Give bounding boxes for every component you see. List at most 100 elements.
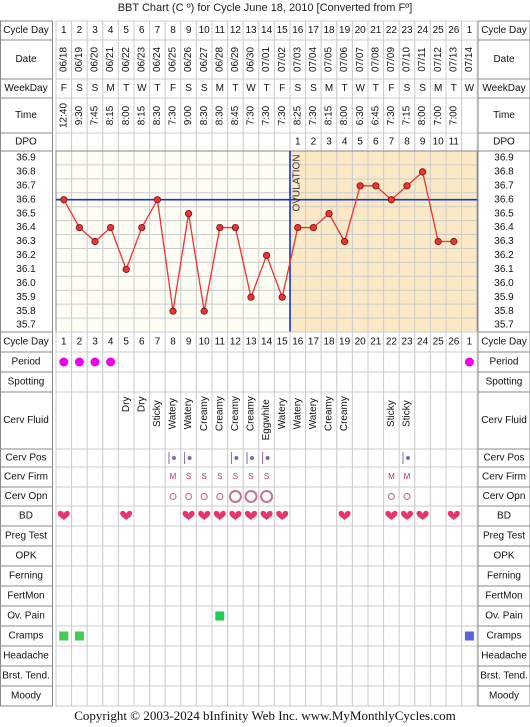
cerv-opn-cell bbox=[211, 486, 229, 507]
cerv-pos-cell bbox=[195, 448, 213, 468]
preg-test-cell bbox=[133, 525, 151, 547]
y-tick-label-left: 36.5 bbox=[16, 208, 36, 219]
cerv-opn-cell bbox=[164, 486, 182, 507]
cramps-cell bbox=[242, 625, 260, 647]
cramps-cell bbox=[164, 625, 182, 647]
cramps-cell bbox=[305, 625, 322, 647]
ov-pain-cell bbox=[102, 605, 119, 627]
brst-tend-cell bbox=[305, 665, 322, 687]
ov-pain-mark bbox=[215, 611, 225, 621]
ferning-cell bbox=[195, 565, 213, 587]
weekday-value: S bbox=[76, 83, 83, 94]
cerv-firm-cell bbox=[320, 466, 338, 488]
cerv-pos-dot bbox=[172, 456, 176, 460]
cycle-day-value: 5 bbox=[123, 25, 129, 36]
headache-cell bbox=[258, 645, 275, 667]
time-value: 7:45 bbox=[90, 105, 101, 125]
spotting-cell bbox=[242, 371, 260, 393]
cerv-fluid-label-box bbox=[0, 391, 53, 450]
cerv-firm-cell bbox=[149, 466, 166, 488]
temperature-point bbox=[107, 223, 115, 232]
date-value: 07/11 bbox=[417, 47, 428, 72]
fertmon-cell bbox=[336, 585, 353, 607]
period-dot bbox=[90, 357, 100, 367]
cerv-pos-cell bbox=[336, 448, 353, 468]
y-tick-label-right: 36.6 bbox=[494, 194, 514, 205]
cerv-firm-cell bbox=[461, 466, 478, 488]
period-cell bbox=[227, 351, 244, 373]
cerv-fluid-value: Sticky bbox=[402, 400, 413, 427]
ov-pain-cell bbox=[164, 605, 182, 627]
moody-cell bbox=[414, 685, 431, 707]
moody-cell bbox=[86, 685, 104, 707]
moody-cell bbox=[367, 685, 385, 707]
cycle-day-bottom-value: 14 bbox=[261, 337, 273, 348]
brst-tend-cell bbox=[336, 665, 353, 687]
time-value: 8:15 bbox=[105, 105, 116, 125]
moody-cell bbox=[180, 685, 197, 707]
brst-tend-cell bbox=[289, 665, 307, 687]
period-cell bbox=[195, 351, 213, 373]
brst-tend-cell bbox=[117, 665, 135, 687]
cerv-fluid-value: Watery bbox=[183, 398, 194, 429]
cerv-pos-cell bbox=[102, 448, 119, 468]
temperature-point bbox=[403, 182, 411, 190]
cerv-opn-circle bbox=[260, 490, 274, 503]
time-value: 7:30 bbox=[168, 105, 179, 125]
period-cell bbox=[351, 351, 369, 373]
fertmon-cell bbox=[149, 585, 166, 607]
cerv-fluid-label: Cerv Fluid bbox=[3, 415, 49, 426]
y-tick-label-right: 36.9 bbox=[494, 153, 514, 164]
period-cell bbox=[383, 351, 400, 373]
bd-cell bbox=[320, 505, 338, 527]
headache-cell bbox=[242, 645, 260, 667]
brst-tend-cell bbox=[351, 665, 369, 687]
y-tick-label-left: 36.3 bbox=[16, 236, 36, 247]
cerv-pos-label: Cerv Pos bbox=[5, 453, 46, 464]
preg-test-cell bbox=[445, 525, 463, 547]
cerv-fluid-value: Watery bbox=[168, 398, 179, 429]
date-value: 06/30 bbox=[246, 47, 257, 72]
y-tick-label-left: 36.4 bbox=[16, 222, 36, 233]
spotting-cell bbox=[195, 371, 213, 393]
temperature-point bbox=[262, 251, 271, 260]
cycle-day-bottom-label: Cycle Day bbox=[3, 337, 49, 348]
headache-cell bbox=[180, 645, 197, 667]
opk-label-right: OPK bbox=[493, 551, 514, 562]
temperature-point bbox=[200, 307, 208, 315]
cerv-opn-label-right: Cerv Opn bbox=[483, 491, 526, 502]
moody-cell bbox=[227, 685, 244, 707]
weekday-value: M bbox=[434, 83, 442, 94]
cerv-opn-circle bbox=[387, 492, 395, 501]
preg-test-cell bbox=[71, 525, 88, 547]
opk-cell bbox=[383, 545, 400, 567]
temperature-point bbox=[340, 237, 349, 246]
y-tick-label-left: 36.2 bbox=[16, 250, 36, 261]
dpo-cell bbox=[227, 132, 244, 152]
ov-pain-cell bbox=[55, 605, 73, 627]
weekday-value: T bbox=[264, 83, 270, 94]
dpo-cell bbox=[461, 132, 478, 152]
cycle-day-value: 20 bbox=[355, 25, 367, 36]
preg-test-cell bbox=[242, 525, 260, 547]
cerv-pos-dot bbox=[406, 456, 410, 460]
spotting-cell bbox=[149, 371, 166, 393]
cycle-day-value: 26 bbox=[448, 25, 460, 36]
cycle-day-bottom-value: 7 bbox=[155, 337, 161, 348]
time-value: 8:00 bbox=[417, 105, 428, 125]
fertmon-cell bbox=[55, 585, 73, 607]
cramps-cell bbox=[195, 625, 213, 647]
bd-heart bbox=[401, 510, 413, 520]
bd-heart bbox=[385, 510, 398, 520]
temperature-point bbox=[231, 223, 239, 232]
ferning-cell bbox=[133, 565, 151, 587]
cramps-cell bbox=[336, 625, 353, 647]
cycle-day-bottom-value: 11 bbox=[215, 337, 226, 348]
cycle-day-bottom-value: 1 bbox=[467, 337, 473, 348]
ferning-cell bbox=[149, 565, 166, 587]
cerv-opn-cell bbox=[351, 486, 369, 507]
cramps-cell bbox=[414, 625, 431, 647]
moody-cell bbox=[461, 685, 478, 707]
dpo-cell bbox=[195, 132, 213, 152]
